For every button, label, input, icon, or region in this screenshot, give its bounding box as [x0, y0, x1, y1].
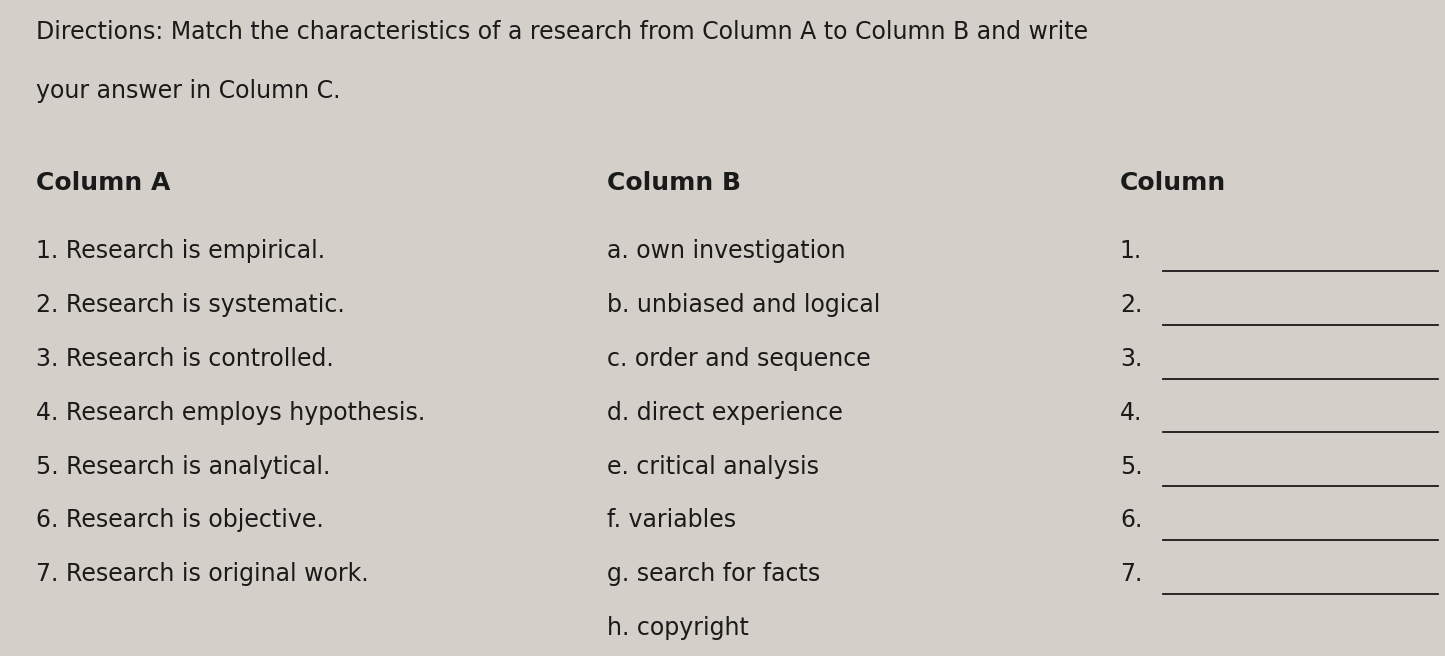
Text: 5. Research is analytical.: 5. Research is analytical.: [36, 455, 331, 479]
Text: 1. Research is empirical.: 1. Research is empirical.: [36, 239, 325, 264]
Text: c. order and sequence: c. order and sequence: [607, 347, 871, 371]
Text: g. search for facts: g. search for facts: [607, 562, 821, 586]
Text: h. copyright: h. copyright: [607, 616, 749, 640]
Text: 7.: 7.: [1120, 562, 1142, 586]
Text: e. critical analysis: e. critical analysis: [607, 455, 819, 479]
Text: 6. Research is objective.: 6. Research is objective.: [36, 508, 324, 533]
Text: 3.: 3.: [1120, 347, 1142, 371]
Text: 2.: 2.: [1120, 293, 1142, 318]
Text: 6.: 6.: [1120, 508, 1142, 533]
Text: 2. Research is systematic.: 2. Research is systematic.: [36, 293, 345, 318]
Text: 7. Research is original work.: 7. Research is original work.: [36, 562, 368, 586]
Text: Column: Column: [1120, 171, 1227, 195]
Text: a. own investigation: a. own investigation: [607, 239, 845, 264]
Text: 4. Research employs hypothesis.: 4. Research employs hypothesis.: [36, 401, 425, 425]
Text: 5.: 5.: [1120, 455, 1143, 479]
Text: 1.: 1.: [1120, 239, 1142, 264]
Text: d. direct experience: d. direct experience: [607, 401, 842, 425]
Text: 4.: 4.: [1120, 401, 1142, 425]
Text: f. variables: f. variables: [607, 508, 736, 533]
Text: 3. Research is controlled.: 3. Research is controlled.: [36, 347, 334, 371]
Text: your answer in Column C.: your answer in Column C.: [36, 79, 341, 103]
Text: Column B: Column B: [607, 171, 741, 195]
Text: b. unbiased and logical: b. unbiased and logical: [607, 293, 880, 318]
Text: Column A: Column A: [36, 171, 171, 195]
Text: Directions: Match the characteristics of a research from Column A to Column B an: Directions: Match the characteristics of…: [36, 20, 1088, 44]
